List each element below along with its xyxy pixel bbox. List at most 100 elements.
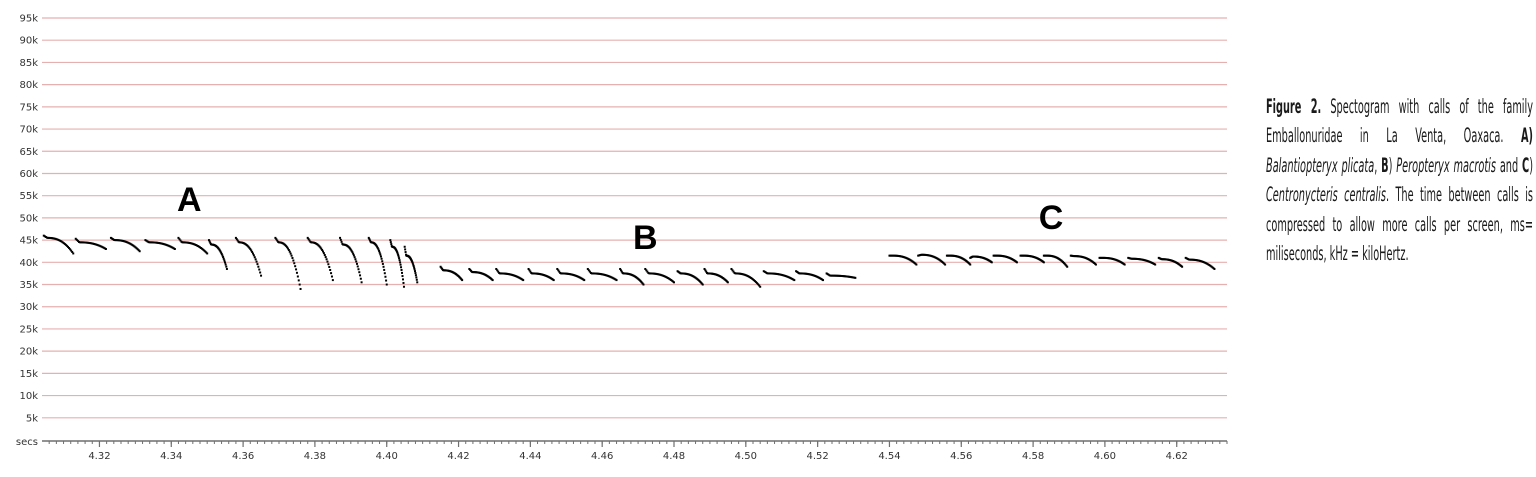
- call-group-b: [495, 267, 525, 282]
- call-point: [171, 246, 174, 249]
- call-point: [404, 251, 407, 254]
- call-point: [330, 275, 333, 278]
- call-point: [307, 238, 310, 241]
- call-point: [379, 255, 382, 258]
- call-point: [324, 256, 327, 259]
- caption-sep-2: ): [1388, 153, 1397, 177]
- call-point: [396, 252, 399, 255]
- call-point: [204, 250, 207, 253]
- call-point: [234, 236, 237, 239]
- call-point: [558, 270, 561, 273]
- call-point: [651, 272, 654, 275]
- call-point: [759, 285, 762, 288]
- call-point: [222, 257, 225, 260]
- call-point: [1203, 261, 1206, 264]
- call-point: [1199, 259, 1202, 262]
- call-point: [291, 256, 294, 259]
- call-point: [250, 249, 253, 252]
- call-point: [60, 240, 63, 243]
- call-point: [642, 283, 645, 286]
- call-point: [218, 249, 221, 252]
- call-point: [608, 275, 611, 278]
- call-point: [157, 241, 160, 244]
- call-point: [788, 276, 791, 279]
- call-point: [331, 279, 334, 282]
- y-tick-label: 85k: [19, 58, 38, 69]
- call-point: [82, 241, 85, 244]
- call-group-b: [619, 267, 645, 286]
- call-point: [84, 241, 87, 244]
- call-point: [619, 269, 622, 272]
- call-point: [98, 244, 101, 247]
- call-point: [54, 237, 57, 240]
- call-group-c: [969, 255, 993, 264]
- call-point: [169, 245, 172, 248]
- call-point: [775, 272, 778, 275]
- call-point: [50, 237, 53, 240]
- call-point: [1212, 267, 1215, 270]
- call-point: [288, 250, 291, 253]
- call-point: [57, 238, 60, 241]
- call-point: [125, 240, 128, 243]
- call-point: [701, 283, 704, 286]
- call-point: [114, 239, 117, 242]
- call-point: [350, 249, 353, 252]
- call-point: [110, 237, 113, 240]
- call-point: [665, 276, 668, 279]
- call-point: [166, 244, 169, 247]
- call-point: [609, 275, 612, 278]
- call-point: [56, 238, 59, 241]
- call-point: [522, 279, 525, 282]
- call-point: [87, 241, 90, 244]
- call-point: [339, 238, 342, 241]
- call-point: [786, 275, 789, 278]
- call-point: [111, 238, 114, 241]
- call-point: [202, 248, 205, 251]
- y-tick-label: 70k: [19, 125, 38, 136]
- call-point: [399, 261, 402, 264]
- call-point: [401, 278, 404, 281]
- call-point: [780, 273, 783, 276]
- y-tick-labels: 5k 10k 15k 20k 25k 30k 35k 40k 45k 50k 55k 60k 65k 70…: [19, 14, 38, 425]
- call-point: [832, 274, 835, 277]
- call-point: [410, 260, 413, 263]
- call-point: [785, 275, 788, 278]
- call-group-b: [795, 270, 825, 282]
- call-group-a: [306, 236, 334, 282]
- call-point: [611, 276, 614, 279]
- call-point: [379, 253, 382, 256]
- call-point: [778, 273, 781, 276]
- call-point: [1211, 266, 1214, 269]
- call-point: [121, 239, 124, 242]
- call-point: [730, 267, 733, 270]
- call-point: [128, 242, 131, 245]
- call-point: [330, 272, 333, 275]
- call-point: [610, 276, 613, 279]
- call-point: [646, 270, 649, 273]
- call-point: [91, 242, 94, 245]
- call-point: [440, 266, 443, 269]
- call-point: [1197, 259, 1200, 262]
- call-point: [700, 282, 703, 285]
- call-point: [383, 268, 386, 271]
- call-group-a: [389, 239, 405, 288]
- call-point: [416, 281, 419, 284]
- call-group-c: [1019, 254, 1045, 264]
- call-point: [355, 260, 358, 263]
- call-point: [414, 274, 417, 277]
- y-tick-label: 40k: [19, 258, 38, 269]
- call-point: [137, 249, 140, 252]
- call-point: [149, 241, 152, 244]
- call-point: [208, 240, 211, 243]
- spectrogram-chart: 5k 10k 15k 20k 25k 30k 35k 40k 45k 50k 55k 60k 65k 70…: [16, 14, 1228, 462]
- call-point: [1123, 263, 1126, 266]
- call-point: [767, 272, 770, 275]
- call-group-b: [676, 270, 704, 286]
- call-point: [847, 275, 850, 278]
- call-point: [95, 243, 98, 246]
- call-point: [656, 273, 659, 276]
- call-point: [381, 260, 384, 263]
- call-point: [1015, 261, 1018, 264]
- call-point: [99, 245, 102, 248]
- call-point: [355, 262, 358, 265]
